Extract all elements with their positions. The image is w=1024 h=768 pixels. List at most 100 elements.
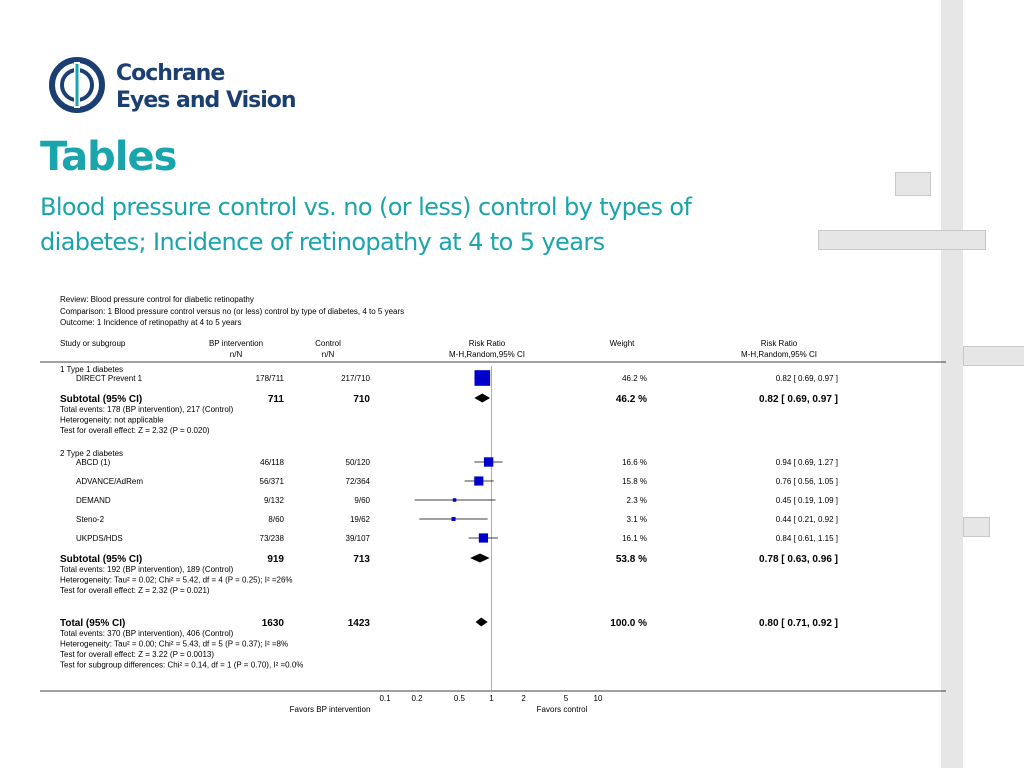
col-control: Control	[315, 339, 341, 348]
study-control-events: 39/107	[346, 534, 371, 543]
subtotal-bp-total: 711	[268, 394, 285, 405]
col-risk-ratio-ci: Risk Ratio	[761, 339, 798, 348]
study-weight: 15.8 %	[622, 477, 647, 486]
study-weight: 2.3 %	[627, 496, 647, 505]
page-subtitle: Blood pressure control vs. no (or less) …	[40, 193, 692, 256]
header-comparison: Comparison: 1 Blood pressure control ver…	[60, 307, 404, 316]
total-bp-total: 1630	[262, 618, 285, 629]
total-diamond	[475, 617, 488, 627]
deco-bar-2	[963, 346, 1024, 366]
subtotal-label: Subtotal (95% CI)	[60, 394, 142, 405]
study-control-events: 9/60	[354, 496, 370, 505]
study-weight: 16.6 %	[622, 458, 647, 467]
study-bp-events: 8/60	[268, 515, 284, 524]
study-name: ADVANCE/AdRem	[76, 477, 143, 486]
study-name: ABCD (1)	[76, 458, 111, 467]
total-control-total: 1423	[348, 618, 371, 629]
study-point	[478, 533, 489, 543]
subtotal-weight: 46.2 %	[616, 394, 647, 405]
subtotal-weight: 53.8 %	[616, 554, 647, 565]
header-outcome: Outcome: 1 Incidence of retinopathy at 4…	[60, 318, 241, 327]
study-bp-events: 56/371	[260, 477, 285, 486]
axis-tick-label: 5	[564, 694, 569, 703]
subtotal-diamond	[470, 553, 490, 563]
subtotal-diamond	[474, 393, 491, 403]
subtotal-note: Test for overall effect: Z = 2.32 (P = 0…	[60, 586, 210, 595]
study-bp-events: 178/711	[256, 374, 285, 383]
study-ci: 0.45 [ 0.19, 1.09 ]	[776, 496, 838, 505]
study-ci: 0.82 [ 0.69, 0.97 ]	[776, 374, 838, 383]
study-name: UKPDS/HDS	[76, 534, 123, 543]
total-note: Heterogeneity: Tau² = 0.00; Chi² = 5.43,…	[60, 640, 288, 649]
total-label: Total (95% CI)	[60, 618, 125, 629]
subtotal-note: Heterogeneity: Tau² = 0.02; Chi² = 5.42,…	[60, 576, 293, 585]
axis-tick-label: 1	[489, 694, 494, 703]
study-ci: 0.44 [ 0.21, 0.92 ]	[776, 515, 838, 524]
study-ci: 0.94 [ 0.69, 1.27 ]	[776, 458, 838, 467]
subtotal-note: Heterogeneity: not applicable	[60, 416, 164, 425]
group-label: 2 Type 2 diabetes	[60, 449, 123, 458]
deco-vertical-bar	[941, 0, 963, 768]
study-weight: 3.1 %	[627, 515, 647, 524]
axis-tick-label: 0.1	[379, 694, 391, 703]
total-note: Test for overall effect: Z = 3.22 (P = 0…	[60, 650, 214, 659]
page-title: Tables	[40, 134, 177, 180]
col-bp-intervention: BP intervention	[209, 339, 263, 348]
header-review: Review: Blood pressure control for diabe…	[60, 295, 254, 304]
axis-tick-label: 0.5	[454, 694, 466, 703]
deco-bar-1	[818, 230, 986, 250]
study-point	[451, 516, 456, 522]
col-study: Study or subgroup	[60, 339, 126, 348]
study-control-events: 72/364	[346, 477, 371, 486]
study-name: DEMAND	[76, 496, 111, 505]
study-bp-events: 73/238	[260, 534, 285, 543]
study-name: DIRECT Prevent 1	[76, 374, 143, 383]
subtotal-bp-total: 919	[267, 554, 284, 565]
subtotal-control-total: 710	[353, 394, 370, 405]
total-ci: 0.80 [ 0.71, 0.92 ]	[759, 618, 838, 629]
deco-bar-3	[963, 517, 990, 537]
brand-name: Cochrane Eyes and Vision	[116, 60, 297, 114]
study-name: Steno-2	[76, 515, 105, 524]
total-weight: 100.0 %	[610, 618, 647, 629]
total-note: Test for subgroup differences: Chi² = 0.…	[60, 661, 303, 670]
study-control-events: 19/62	[350, 515, 371, 524]
study-bp-events: 46/118	[260, 458, 284, 467]
study-ci: 0.76 [ 0.56, 1.05 ]	[776, 477, 838, 486]
col-weight: Weight	[610, 339, 636, 348]
study-ci: 0.84 [ 0.61, 1.15 ]	[776, 534, 838, 543]
col-bp-n: n/N	[230, 350, 243, 359]
axis-tick-label: 10	[594, 694, 603, 703]
subtotal-note: Total events: 192 (BP intervention), 189…	[60, 565, 234, 574]
study-point	[483, 457, 494, 467]
study-point	[474, 370, 491, 386]
brand-line2: Eyes and Vision	[116, 88, 297, 113]
study-control-events: 217/710	[341, 374, 370, 383]
study-point	[474, 476, 484, 486]
study-weight: 16.1 %	[622, 534, 647, 543]
col-risk-ratio-method: M-H,Random,95% CI	[449, 350, 525, 359]
study-weight: 46.2 %	[622, 374, 647, 383]
col-risk-ratio: Risk Ratio	[469, 339, 506, 348]
axis-tick-label: 0.2	[411, 694, 423, 703]
group-label: 1 Type 1 diabetes	[60, 365, 123, 374]
subtotal-label: Subtotal (95% CI)	[60, 554, 142, 565]
col-control-n: n/N	[322, 350, 335, 359]
subtotal-ci: 0.82 [ 0.69, 0.97 ]	[759, 394, 838, 405]
study-bp-events: 9/132	[264, 496, 285, 505]
study-control-events: 50/120	[346, 458, 371, 467]
col-risk-ratio-ci-method: M-H,Random,95% CI	[741, 350, 817, 359]
subtotal-ci: 0.78 [ 0.63, 0.96 ]	[759, 554, 838, 565]
study-point	[452, 498, 457, 502]
axis-tick-label: 2	[521, 694, 526, 703]
total-note: Total events: 370 (BP intervention), 406…	[60, 629, 234, 638]
subtotal-note: Total events: 178 (BP intervention), 217…	[60, 405, 234, 414]
brand-line1: Cochrane	[116, 61, 225, 86]
subtotal-control-total: 713	[353, 554, 370, 565]
favours-left-label: Favors BP intervention	[290, 705, 371, 714]
subtotal-note: Test for overall effect: Z = 2.32 (P = 0…	[60, 426, 210, 435]
cochrane-logo	[49, 57, 105, 113]
deco-square	[895, 172, 931, 196]
favours-right-label: Favors control	[537, 705, 588, 714]
